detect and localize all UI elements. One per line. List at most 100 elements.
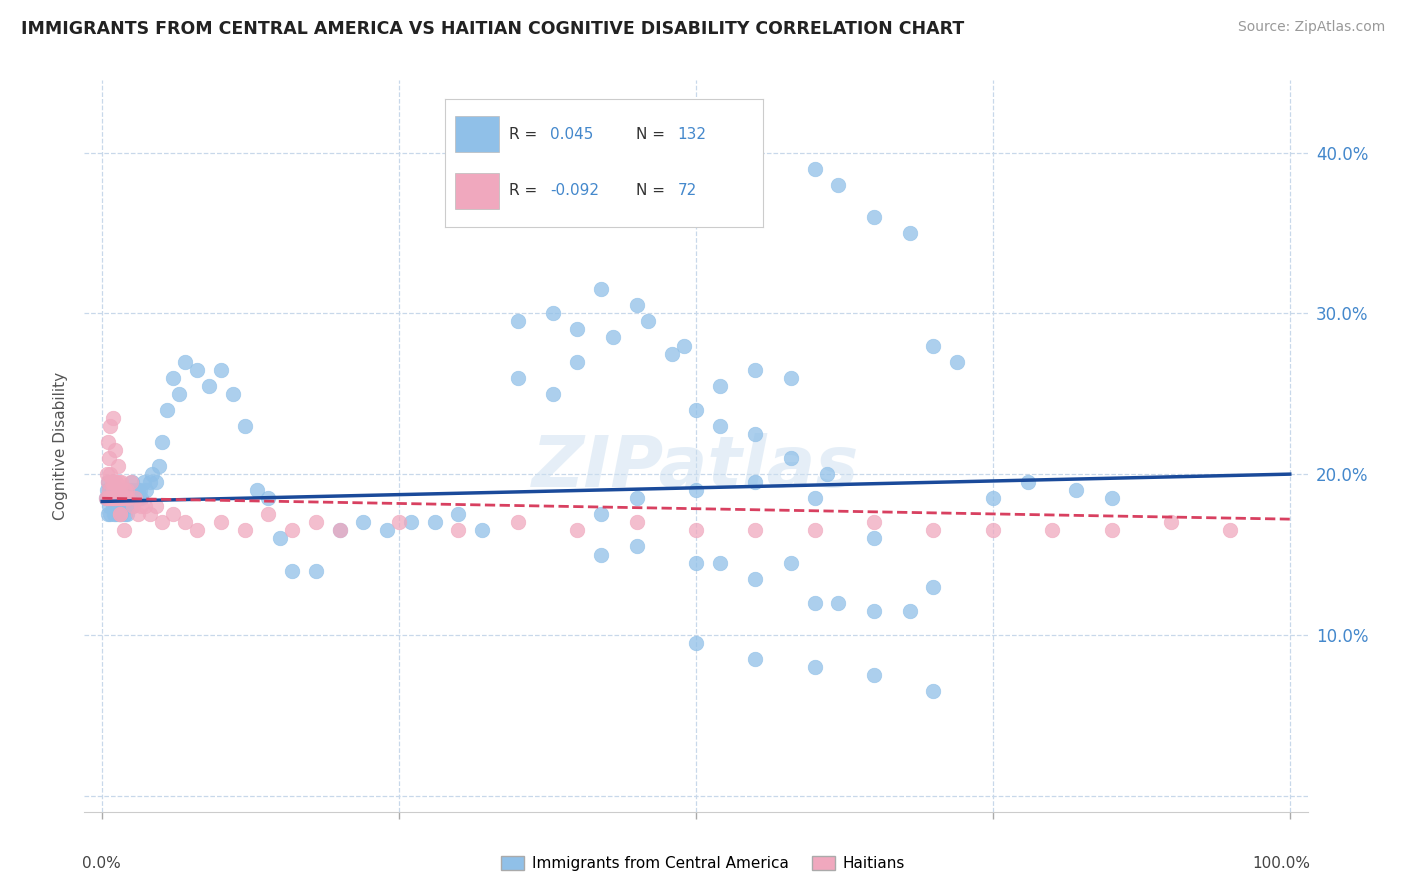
Point — [111, 491, 134, 506]
Point — [100, 483, 122, 498]
Point — [269, 532, 291, 546]
Point — [148, 459, 170, 474]
Point — [329, 524, 352, 538]
Point — [150, 516, 173, 530]
Text: 0.0%: 0.0% — [82, 855, 121, 871]
Point — [447, 524, 470, 538]
Point — [98, 451, 121, 466]
Text: IMMIGRANTS FROM CENTRAL AMERICA VS HAITIAN COGNITIVE DISABILITY CORRELATION CHAR: IMMIGRANTS FROM CENTRAL AMERICA VS HAITI… — [21, 20, 965, 37]
Point — [744, 652, 766, 666]
Point — [685, 636, 707, 650]
Point — [107, 483, 129, 498]
Point — [94, 491, 117, 506]
Point — [107, 508, 129, 522]
Point — [1101, 524, 1123, 538]
Point — [103, 491, 125, 506]
Point — [233, 418, 256, 433]
Point — [122, 491, 145, 506]
Point — [863, 532, 886, 546]
Point — [124, 491, 146, 506]
Point — [120, 491, 142, 506]
Point — [567, 322, 589, 336]
Point — [134, 500, 156, 514]
Point — [863, 210, 886, 224]
Point — [125, 491, 148, 506]
Point — [122, 483, 145, 498]
Point — [104, 443, 127, 458]
Point — [388, 516, 411, 530]
Point — [543, 306, 565, 320]
Point — [257, 508, 280, 522]
Point — [129, 483, 152, 498]
Point — [803, 161, 825, 176]
Point — [863, 604, 886, 618]
Point — [104, 491, 127, 506]
Point — [100, 491, 122, 506]
Point — [124, 491, 146, 506]
Point — [863, 668, 886, 682]
Point — [115, 483, 138, 498]
Legend: Immigrants from Central America, Haitians: Immigrants from Central America, Haitian… — [495, 850, 911, 877]
Point — [233, 524, 256, 538]
Point — [114, 491, 136, 506]
Point — [209, 516, 232, 530]
Point — [94, 491, 117, 506]
Point — [103, 483, 125, 498]
Point — [98, 483, 121, 498]
Point — [589, 282, 612, 296]
Point — [815, 467, 838, 482]
Point — [626, 298, 648, 312]
Point — [685, 402, 707, 417]
Point — [110, 508, 132, 522]
Point — [127, 483, 149, 498]
Point — [131, 500, 153, 514]
Point — [981, 524, 1004, 538]
Point — [115, 483, 138, 498]
Point — [108, 483, 131, 498]
Point — [107, 500, 129, 514]
Point — [169, 386, 191, 401]
Point — [96, 467, 118, 482]
Point — [803, 524, 825, 538]
Point — [108, 508, 131, 522]
Point — [156, 402, 179, 417]
Point — [107, 491, 129, 506]
Point — [100, 491, 122, 506]
Point — [101, 483, 124, 498]
Point — [626, 516, 648, 530]
Point — [111, 483, 134, 498]
Point — [103, 491, 125, 506]
Point — [121, 475, 143, 490]
Point — [97, 475, 120, 490]
Point — [107, 491, 129, 506]
Point — [661, 346, 683, 360]
Text: Source: ZipAtlas.com: Source: ZipAtlas.com — [1237, 20, 1385, 34]
Point — [685, 483, 707, 498]
Point — [209, 362, 232, 376]
Point — [112, 491, 135, 506]
Point — [100, 491, 122, 506]
Point — [352, 516, 374, 530]
Point — [803, 491, 825, 506]
Point — [1160, 516, 1182, 530]
Point — [447, 508, 470, 522]
Point — [685, 556, 707, 570]
Point — [100, 467, 122, 482]
Point — [98, 483, 121, 498]
Point — [145, 500, 167, 514]
Point — [105, 475, 128, 490]
Point — [101, 500, 124, 514]
Point — [506, 516, 529, 530]
Point — [100, 418, 122, 433]
Point — [97, 491, 120, 506]
Point — [281, 564, 304, 578]
Point — [1064, 483, 1087, 498]
Point — [115, 508, 138, 522]
Point — [138, 508, 160, 522]
Point — [946, 354, 969, 368]
Point — [222, 386, 245, 401]
Point — [709, 378, 731, 392]
Point — [101, 491, 124, 506]
Point — [174, 354, 197, 368]
Point — [744, 475, 766, 490]
